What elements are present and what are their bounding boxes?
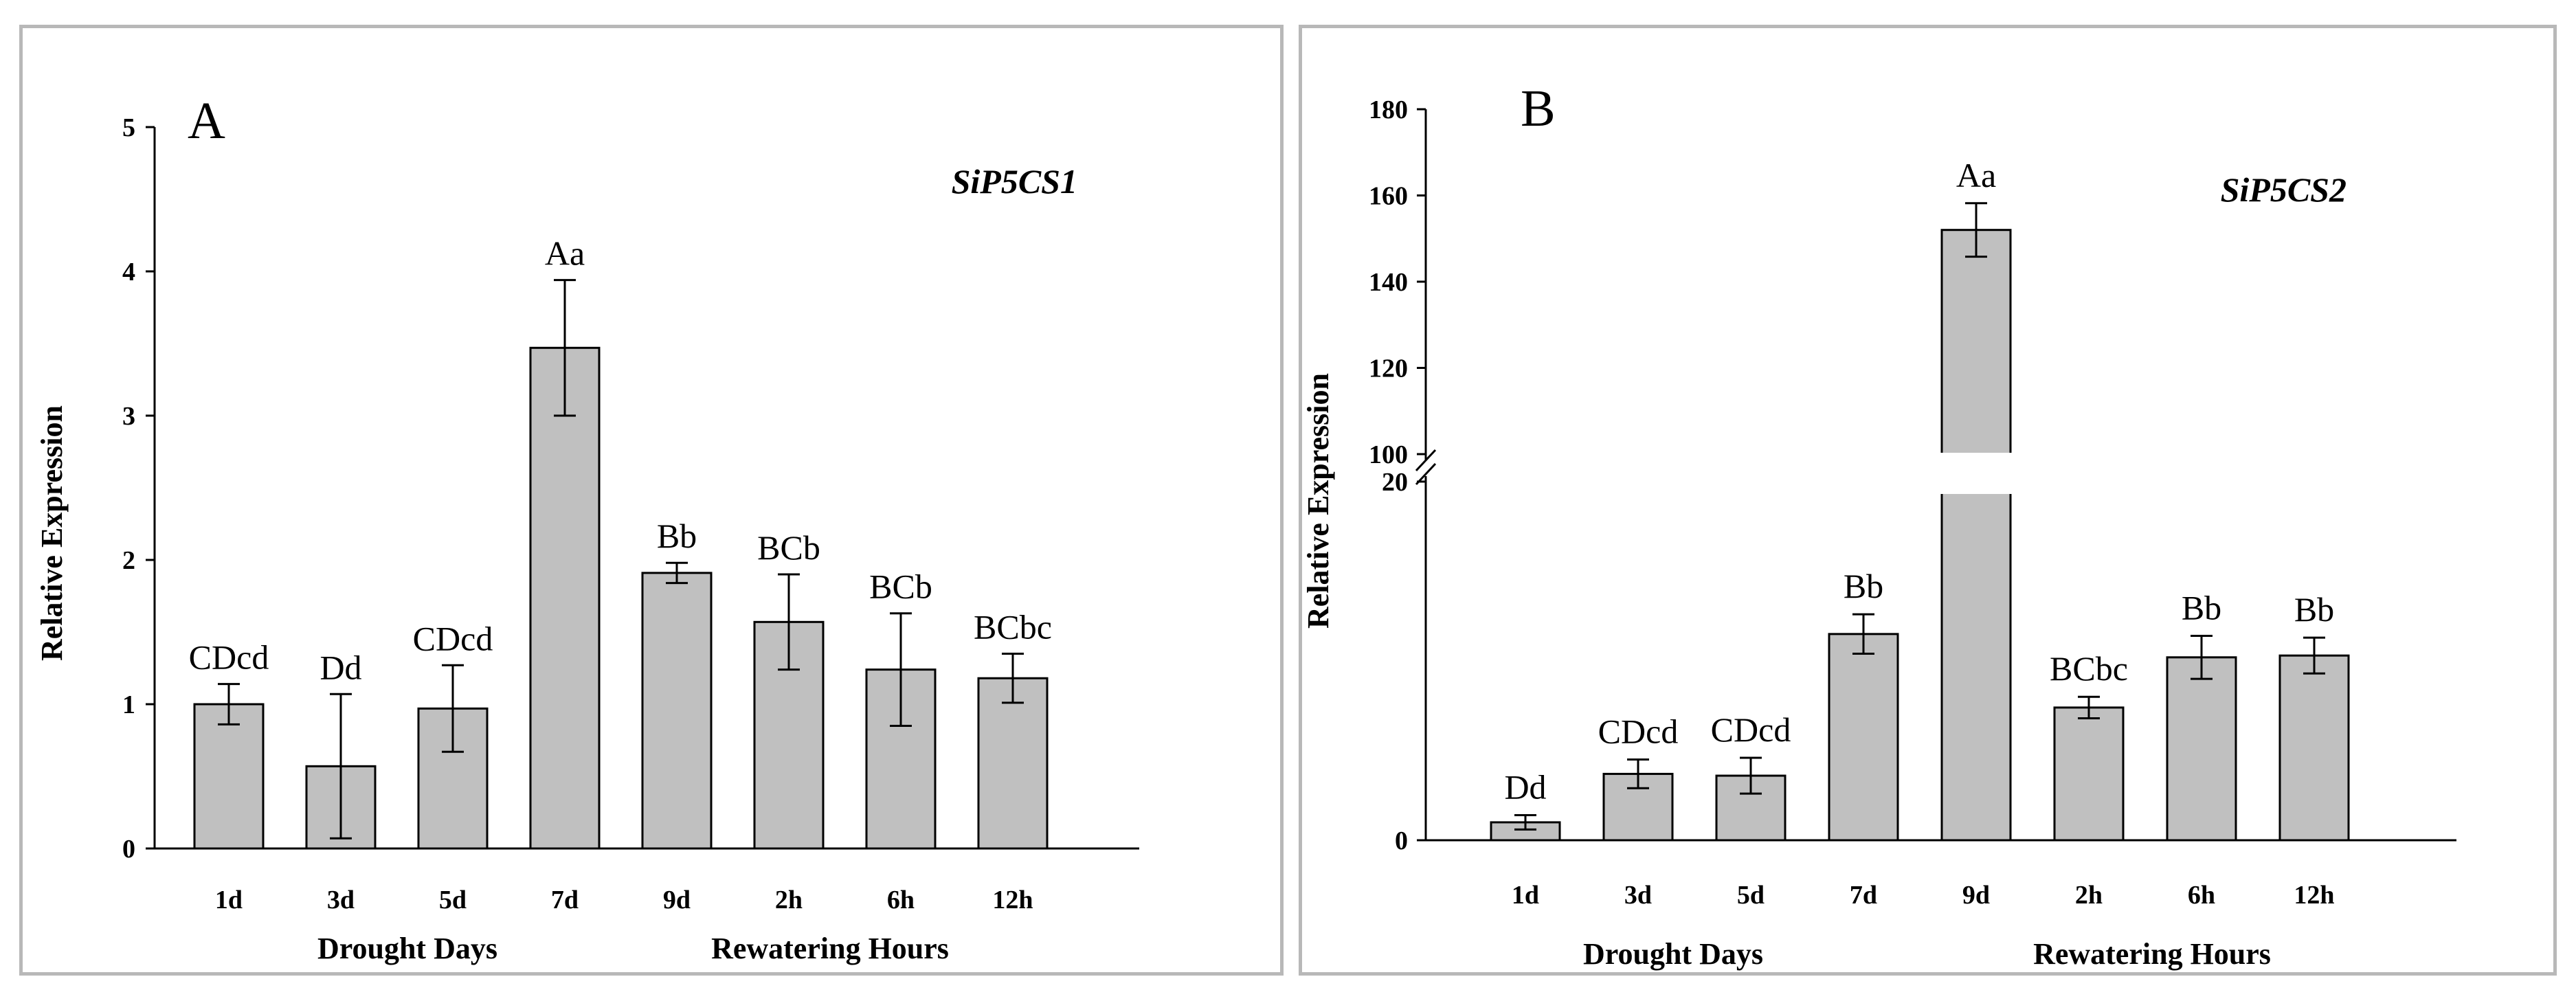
x-tick-label-6h-a: 6h [887, 886, 915, 914]
x-tick-label-5d-b: 5d [1737, 881, 1765, 910]
y-tick-label-b: 160 [1369, 182, 1408, 211]
significance-label-3d-a: Dd [320, 648, 361, 686]
x-tick-label-5d-a: 5d [439, 886, 467, 914]
significance-label-7d-a: Aa [545, 234, 585, 273]
y-tick-label-a: 3 [122, 402, 135, 431]
panel-label-b: B [1521, 80, 1556, 137]
bar-lower-segment-9d-b [1940, 472, 2012, 842]
chart-a-svg: A SiP5CS1 Relative Expression Drought Da… [35, 92, 1139, 965]
significance-label-12h-b: Bb [2294, 590, 2334, 629]
bar-12h-b [2278, 654, 2350, 842]
significance-label-9d-b: Aa [1956, 156, 1996, 194]
gene-name-a: SiP5CS1 [952, 162, 1077, 201]
bar-upper-segment-9d-b [1940, 229, 2012, 483]
x-tick-label-3d-b: 3d [1624, 881, 1652, 910]
y-axis-label-b: Relative Expression [1301, 373, 1335, 629]
significance-label-7d-b: Bb [1844, 567, 1883, 605]
significance-label-3d-b: CDcd [1598, 712, 1679, 751]
significance-label-6h-b: Bb [2182, 588, 2221, 627]
y-tick-label-b: 180 [1369, 95, 1408, 124]
y-tick-label-a: 4 [122, 258, 135, 286]
significance-label-12h-a: BCbc [974, 608, 1052, 646]
x-tick-label-9d-a: 9d [663, 886, 691, 914]
chart-b-svg: B SiP5CS2 Relative Expression Drought Da… [1301, 80, 2456, 971]
y-tick-label-b: 20 [1382, 468, 1408, 497]
chart-panel-b: B SiP5CS2 Relative Expression Drought Da… [1299, 25, 2557, 976]
bar-1d-a [193, 703, 265, 850]
significance-label-1d-b: Dd [1504, 767, 1546, 806]
chart-panel-a: A SiP5CS1 Relative Expression Drought Da… [19, 25, 1284, 976]
y-tick-label-a: 1 [122, 690, 135, 719]
bar-2h-b [2053, 706, 2125, 842]
significance-label-6h-a: BCb [869, 567, 932, 606]
y-tick-label-b: 120 [1369, 355, 1408, 383]
x-tick-label-3d-a: 3d [327, 886, 355, 914]
significance-label-2h-a: BCb [757, 528, 820, 567]
significance-label-1d-a: CDcd [189, 638, 269, 677]
group-label-drought-b: Drought Days [1583, 937, 1763, 971]
x-tick-label-9d-b: 9d [1962, 881, 1990, 910]
x-tick-label-2h-b: 2h [2075, 881, 2103, 910]
bar-9d-a [641, 572, 713, 850]
group-label-drought-a: Drought Days [317, 932, 497, 965]
axis-break-mark-upper-b [1415, 449, 1437, 472]
x-tick-label-2h-a: 2h [775, 886, 803, 914]
bar-6h-b [2166, 656, 2237, 842]
gene-name-b: SiP5CS2 [2221, 170, 2347, 209]
x-tick-label-1d-b: 1d [1512, 881, 1539, 910]
y-tick-label-a: 0 [122, 835, 135, 864]
x-tick-label-1d-a: 1d [215, 886, 243, 914]
group-label-rewatering-b: Rewatering Hours [2033, 937, 2271, 971]
y-tick-label-b: 0 [1395, 826, 1408, 855]
bar-break-gap-9d-b [1939, 453, 2013, 494]
bar-7d-a [529, 346, 601, 850]
group-label-rewatering-a: Rewatering Hours [711, 932, 949, 965]
y-axis-label-a: Relative Expression [35, 405, 69, 661]
y-tick-label-b: 100 [1369, 440, 1408, 469]
significance-label-9d-a: Bb [657, 517, 697, 555]
significance-label-2h-b: BCbc [2050, 649, 2128, 688]
x-tick-label-7d-a: 7d [551, 886, 579, 914]
panel-label-a: A [188, 92, 225, 150]
y-tick-label-a: 5 [122, 113, 135, 142]
significance-label-5d-b: CDcd [1711, 710, 1791, 749]
y-tick-label-b: 140 [1369, 268, 1408, 297]
x-tick-label-7d-b: 7d [1850, 881, 1877, 910]
x-tick-label-12h-b: 12h [2294, 881, 2334, 910]
bar-7d-b [1828, 633, 1899, 842]
x-tick-label-12h-a: 12h [992, 886, 1033, 914]
x-tick-label-6h-b: 6h [2188, 881, 2215, 910]
y-tick-label-a: 2 [122, 546, 135, 575]
significance-label-5d-a: CDcd [413, 619, 493, 657]
bar-12h-a [977, 677, 1049, 850]
